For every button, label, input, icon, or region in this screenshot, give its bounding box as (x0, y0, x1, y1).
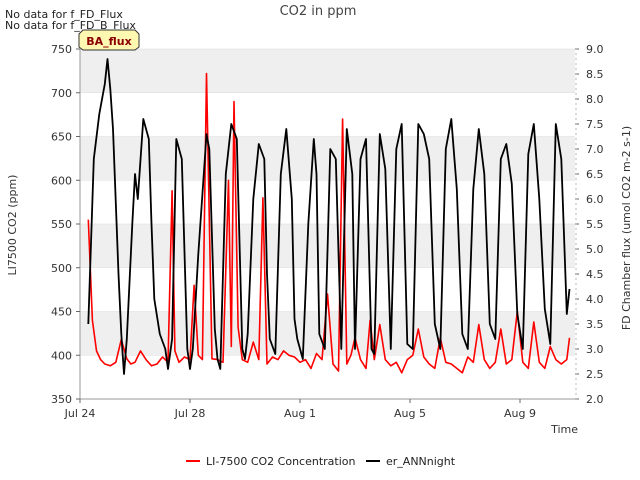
y2-tick-label: 7.0 (586, 143, 604, 156)
y2-tick-label: 3.0 (586, 343, 604, 356)
y2-tick-label: 6.5 (586, 168, 604, 181)
legend: LI-7500 CO2 Concentration er_ANNnight (186, 455, 456, 468)
y-tick-label: 550 (51, 218, 72, 231)
y2-tick-label: 5.0 (586, 243, 604, 256)
x-tick-label: Jul 28 (174, 407, 206, 420)
y-tick-label: 400 (51, 349, 72, 362)
y2-tick-label: 9.0 (586, 43, 604, 56)
y-tick-label: 450 (51, 306, 72, 319)
y-axis-title: LI7500 CO2 (ppm) (6, 175, 19, 276)
series-line-er-annnight (87, 58, 571, 375)
x-axis-title: Time (550, 423, 578, 436)
badge-shape (78, 29, 140, 51)
axes-layer: 350 400 450 500 550 600 650 700 750 2.0 2.5 3.0 3.5 4… (51, 43, 604, 420)
no-data-note-1: No data for f_FD_Flux (5, 8, 123, 21)
y2-tick-label: 5.5 (586, 218, 604, 231)
x-tick-label: Aug 9 (504, 407, 536, 420)
no-data-note-2: No data for f_FD_B_Flux (5, 19, 136, 32)
y2-tick-label: 4.0 (586, 293, 604, 306)
x-tick-label: Aug 5 (394, 407, 426, 420)
y2-tick-label: 7.5 (586, 118, 604, 131)
y-tick-label: 650 (51, 131, 72, 144)
grid-band (80, 49, 575, 93)
x-tick-label: Aug 1 (284, 407, 316, 420)
series-layer (87, 58, 571, 375)
grid-band (80, 136, 575, 181)
legend-label-er: er_ANNnight (386, 455, 456, 468)
y2-tick-label: 6.0 (586, 193, 604, 206)
y2-tick-label: 4.5 (586, 268, 604, 281)
y-tick-label: 350 (51, 393, 72, 406)
y2-tick-label: 2.0 (586, 393, 604, 406)
legend-label-co2: LI-7500 CO2 Concentration (206, 455, 356, 468)
y-tick-label: 750 (51, 43, 72, 56)
y2-tick-label: 2.5 (586, 368, 604, 381)
legend-item-er[interactable]: er_ANNnight (366, 455, 456, 468)
legend-item-co2[interactable]: LI-7500 CO2 Concentration (186, 455, 356, 468)
y-tick-label: 700 (51, 87, 72, 100)
flux-badge[interactable]: BA_flux (78, 29, 140, 51)
chart-title: CO2 in ppm (280, 4, 357, 19)
y-tick-label: 500 (51, 262, 72, 275)
y2-tick-label: 8.0 (586, 93, 604, 106)
x-tick-label: Jul 24 (64, 407, 96, 420)
y2-axis-title: FD Chamber flux (umol CO2 m-2 s-1) (620, 126, 633, 330)
y-tick-label: 600 (51, 174, 72, 187)
badge-label: BA_flux (86, 35, 131, 48)
y2-tick-label: 3.5 (586, 318, 604, 331)
y2-tick-label: 8.5 (586, 68, 604, 81)
